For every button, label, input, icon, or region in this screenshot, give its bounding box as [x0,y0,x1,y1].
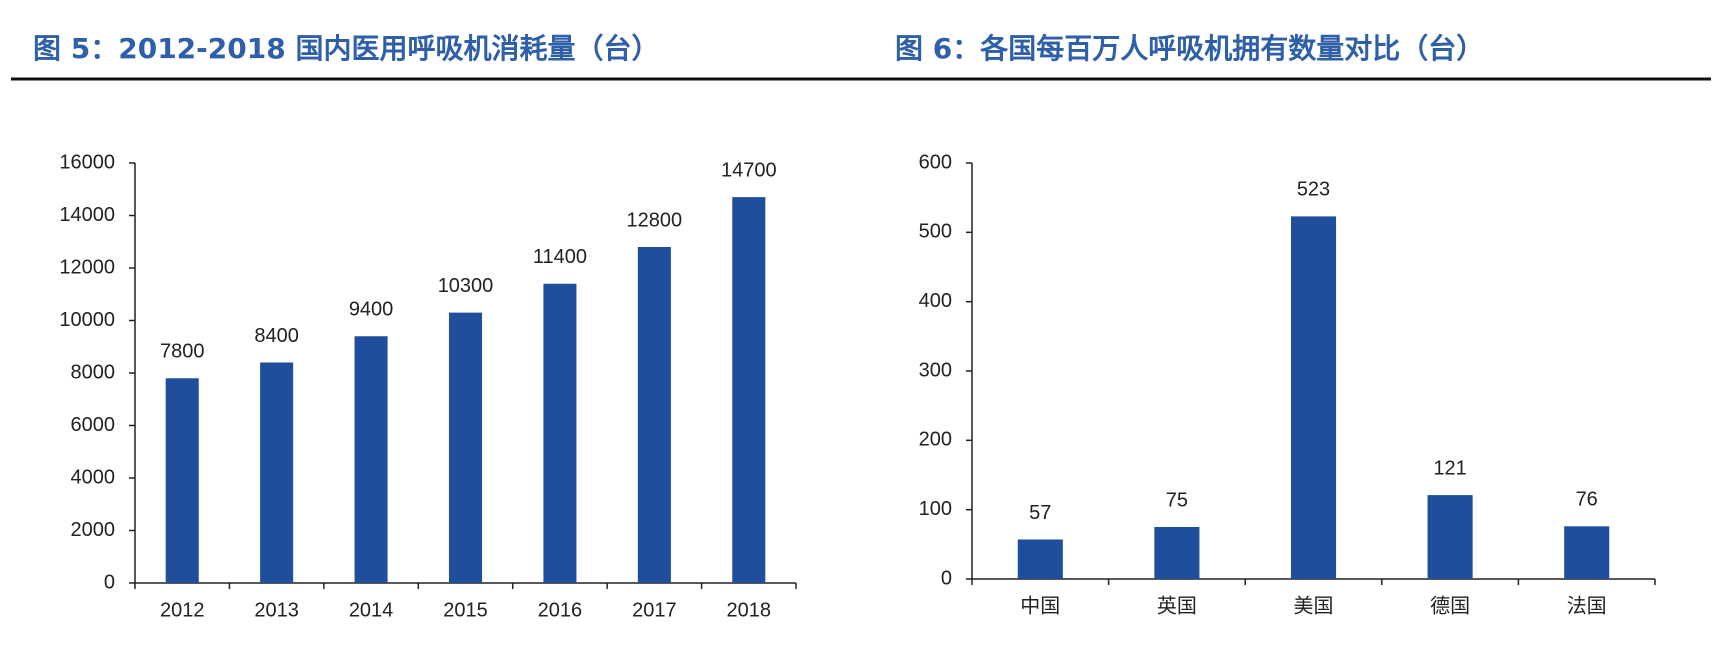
x-tick-label: 2017 [632,599,677,621]
chart-title: 图 5：2012-2018 国内医用呼吸机消耗量（台） [33,32,659,65]
data-label: 9400 [349,299,394,321]
data-label: 76 [1576,489,1598,511]
y-tick-label: 8000 [71,361,116,383]
data-label: 8400 [254,325,299,347]
bar [732,197,766,583]
x-tick-label: 2018 [727,599,772,621]
y-tick-label: 300 [919,359,952,381]
y-tick-label: 2000 [71,519,116,541]
y-tick-label: 100 [919,498,952,520]
y-tick-label: 16000 [59,151,115,173]
bar [1427,495,1473,579]
data-label: 7800 [160,341,205,363]
bar [1154,527,1200,579]
data-label: 12800 [627,209,683,231]
data-label: 75 [1166,489,1188,511]
chart-title: 图 6：各国每百万人呼吸机拥有数量对比（台） [895,32,1484,65]
bar [260,362,294,583]
x-tick-label: 法国 [1567,594,1607,618]
bar [448,312,483,583]
y-tick-label: 600 [919,151,952,173]
y-tick-label: 400 [919,290,952,312]
y-tick-label: 500 [919,221,952,243]
bar [1564,526,1610,579]
x-tick-label: 美国 [1294,594,1334,618]
bar [1017,539,1063,579]
y-tick-label: 4000 [71,466,116,488]
y-tick-label: 10000 [59,309,115,331]
bar [354,336,388,583]
bar [1290,216,1337,580]
x-tick-label: 2015 [443,599,488,621]
x-tick-label: 2016 [538,599,583,621]
y-tick-label: 14000 [59,204,115,226]
data-label: 57 [1029,502,1051,524]
data-label: 11400 [533,246,587,268]
y-tick-label: 0 [104,571,115,593]
x-tick-label: 中国 [1020,594,1060,618]
data-label: 523 [1297,179,1330,201]
x-tick-label: 2012 [160,599,205,621]
x-tick-label: 2014 [349,599,394,621]
data-label: 10300 [438,275,494,297]
bar [543,283,577,583]
y-tick-label: 0 [941,567,952,589]
data-label: 14700 [721,159,777,181]
bar [165,378,199,583]
x-tick-label: 英国 [1157,594,1197,618]
y-tick-label: 200 [919,429,952,451]
y-tick-label: 6000 [71,414,116,436]
bar [637,247,671,583]
x-tick-label: 2013 [254,599,299,621]
x-tick-label: 德国 [1430,594,1470,618]
data-label: 121 [1433,457,1466,479]
y-tick-label: 12000 [59,256,115,278]
